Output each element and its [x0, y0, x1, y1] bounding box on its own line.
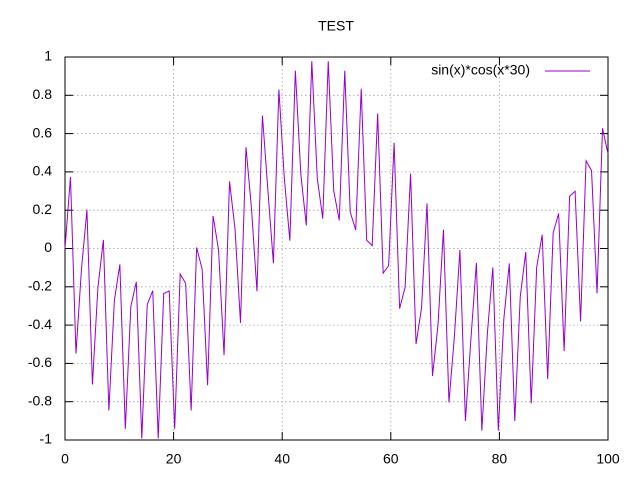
y-tick-label: -0.2 — [28, 278, 52, 294]
y-tick-label: 0.6 — [33, 124, 53, 140]
x-tick-label: 40 — [274, 451, 290, 467]
y-tick-label: -1 — [40, 431, 53, 447]
y-tick-label: 1 — [44, 48, 52, 64]
data-line — [64, 61, 609, 439]
x-tick-label: 100 — [596, 451, 620, 467]
x-tick-label: 0 — [61, 451, 69, 467]
y-tick-label: 0.8 — [33, 86, 53, 102]
y-tick-label: 0.4 — [33, 163, 53, 179]
x-tick-label: 80 — [492, 451, 508, 467]
y-tick-label: -0.8 — [28, 392, 52, 408]
y-tick-label: 0 — [44, 239, 52, 255]
chart-title: TEST — [318, 18, 354, 34]
legend-label: sin(x)*cos(x*30) — [431, 62, 530, 78]
y-tick-label: -0.4 — [28, 316, 52, 332]
x-tick-label: 20 — [166, 451, 182, 467]
y-tick-label: 0.2 — [33, 201, 53, 217]
y-tick-label: -0.6 — [28, 354, 52, 370]
x-tick-label: 60 — [383, 451, 399, 467]
